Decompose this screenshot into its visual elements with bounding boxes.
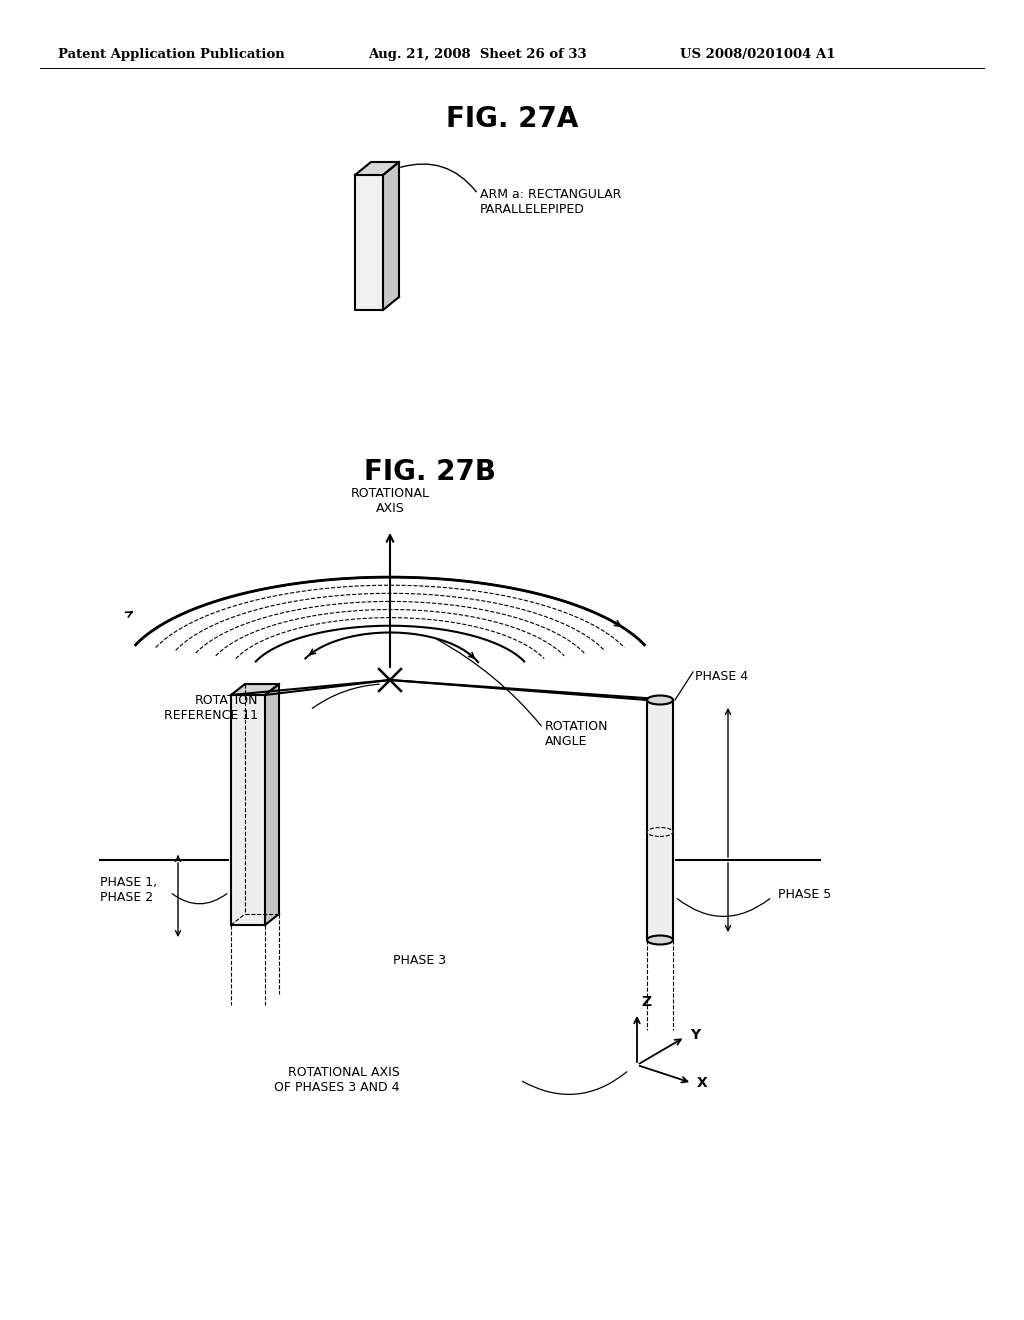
Text: ROTATIONAL
AXIS: ROTATIONAL AXIS	[350, 487, 429, 515]
Text: US 2008/0201004 A1: US 2008/0201004 A1	[680, 48, 836, 61]
Polygon shape	[355, 162, 399, 176]
Ellipse shape	[647, 828, 673, 837]
Text: Patent Application Publication: Patent Application Publication	[58, 48, 285, 61]
Text: PHASE 4: PHASE 4	[695, 671, 749, 682]
Text: X: X	[697, 1076, 708, 1090]
Polygon shape	[265, 684, 279, 925]
Text: PHASE 1,
PHASE 2: PHASE 1, PHASE 2	[100, 876, 157, 904]
Text: FIG. 27A: FIG. 27A	[445, 106, 579, 133]
Text: Z: Z	[641, 995, 651, 1008]
Polygon shape	[383, 162, 399, 310]
Text: Aug. 21, 2008  Sheet 26 of 33: Aug. 21, 2008 Sheet 26 of 33	[368, 48, 587, 61]
Text: Y: Y	[690, 1028, 700, 1041]
Ellipse shape	[647, 936, 673, 945]
Text: PHASE 3: PHASE 3	[393, 953, 446, 966]
Polygon shape	[355, 176, 383, 310]
Text: FIG. 27B: FIG. 27B	[364, 458, 496, 486]
Text: ROTATIONAL AXIS
OF PHASES 3 AND 4: ROTATIONAL AXIS OF PHASES 3 AND 4	[274, 1067, 400, 1094]
Text: ROTATION
REFERENCE 11: ROTATION REFERENCE 11	[164, 694, 258, 722]
Polygon shape	[231, 696, 265, 925]
Polygon shape	[647, 700, 673, 940]
Ellipse shape	[647, 696, 673, 705]
Text: ARM a: RECTANGULAR
PARALLELEPIPED: ARM a: RECTANGULAR PARALLELEPIPED	[480, 187, 622, 216]
Text: ROTATION
ANGLE: ROTATION ANGLE	[545, 719, 608, 748]
Text: PHASE 5: PHASE 5	[778, 888, 831, 902]
Polygon shape	[231, 684, 279, 696]
